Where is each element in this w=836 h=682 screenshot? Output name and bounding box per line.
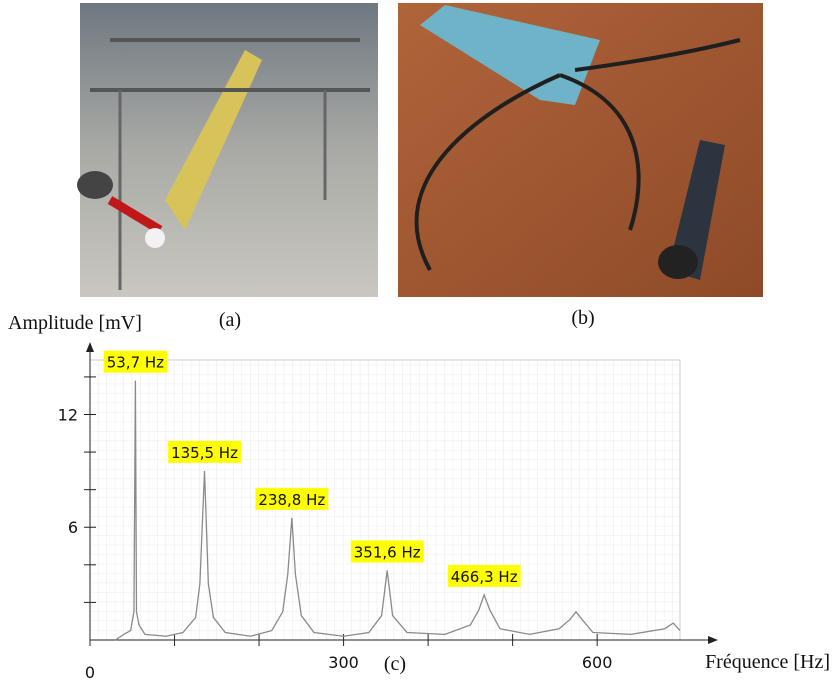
y-tick-label: 6 (68, 518, 78, 537)
x-tick-label: 600 (582, 653, 613, 672)
peak-label-bg (447, 564, 521, 587)
peak-label: 466,3 Hz (451, 568, 518, 586)
panel-label: (c) (384, 653, 406, 675)
peak-label-bg (168, 440, 241, 463)
peak-label: 135,5 Hz (171, 444, 238, 462)
y-arrow (86, 342, 94, 352)
peak-label: 351,6 Hz (354, 543, 421, 561)
panel-label: (b) (571, 307, 594, 329)
plot-grid (89, 359, 681, 641)
panel-label: (a) (219, 309, 241, 331)
x-arrow (708, 636, 718, 644)
peak-label-bg (350, 540, 424, 563)
peak-label-bg (255, 487, 329, 510)
peak-label-bg (103, 350, 168, 373)
x-axis-label: Fréquence [Hz] (705, 651, 830, 673)
x-tick-label: 300 (328, 653, 359, 672)
x-tick-label: 0 (85, 663, 95, 682)
y-axis-label: Amplitude [mV] (8, 312, 142, 334)
photo-a (77, 3, 378, 297)
y-tick-label: 12 (58, 405, 78, 424)
spectrum-line (114, 380, 681, 641)
peak-label: 53,7 Hz (107, 354, 164, 372)
peak-label: 238,8 Hz (258, 491, 325, 509)
photo-b (398, 3, 763, 297)
